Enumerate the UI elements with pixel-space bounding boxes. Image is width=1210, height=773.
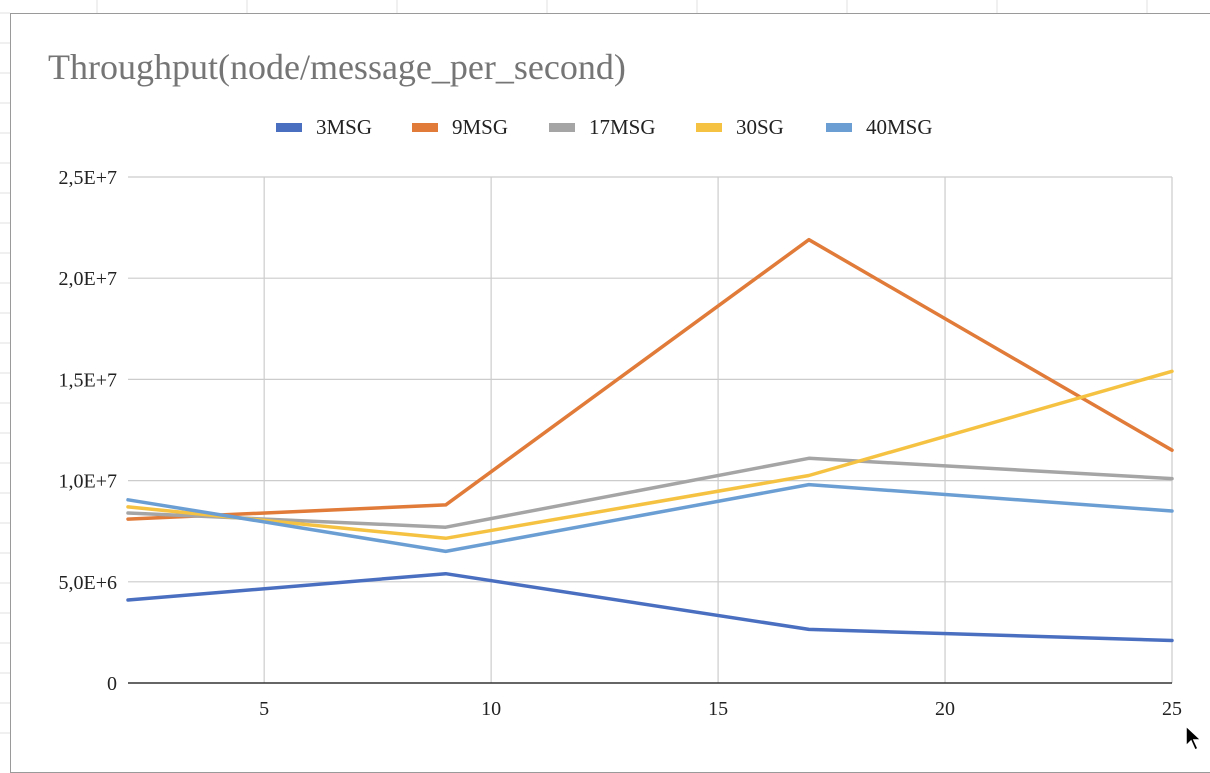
series-line-30sg [126,369,1174,541]
series-line-17msg [126,456,1174,529]
series-line-40msg [126,482,1174,554]
y-tick-label: 2,0E+7 [59,268,118,290]
line-chart: 5 10 15 20 25 0 5,0E+6 1,0E+7 1,5E+7 2,0E+7 2,5E+7… [59,115,1183,720]
mouse-cursor-icon [1185,724,1203,752]
x-tick-label: 20 [935,698,955,720]
legend-label: 9MSG [452,115,508,139]
legend-label: 3MSG [316,115,372,139]
legend-label: 40MSG [866,115,933,139]
series-line-9msg [126,237,1174,521]
x-tick-label: 5 [259,698,269,720]
chart-container[interactable] [10,13,1210,773]
y-tick-label: 2,5E+7 [59,167,118,189]
legend-label: 30SG [736,115,784,139]
y-tick-label: 1,5E+7 [59,369,118,391]
series-line-3msg [126,571,1174,643]
x-tick-label: 15 [708,698,728,720]
chart-title: Throughput(node/message_per_second) [48,47,626,87]
legend-swatch [696,123,722,132]
y-tick-label: 5,0E+6 [59,572,118,594]
x-tick-label: 10 [481,698,501,720]
x-tick-label: 25 [1162,698,1182,720]
y-tick-label: 1,0E+7 [59,471,118,493]
legend-swatch [412,123,438,132]
y-tick-label: 0 [107,673,117,695]
legend-swatch [549,123,575,132]
spreadsheet-grid [0,0,1148,734]
legend-label: 17MSG [589,115,656,139]
legend-swatch [826,123,852,132]
legend-swatch [276,123,302,132]
